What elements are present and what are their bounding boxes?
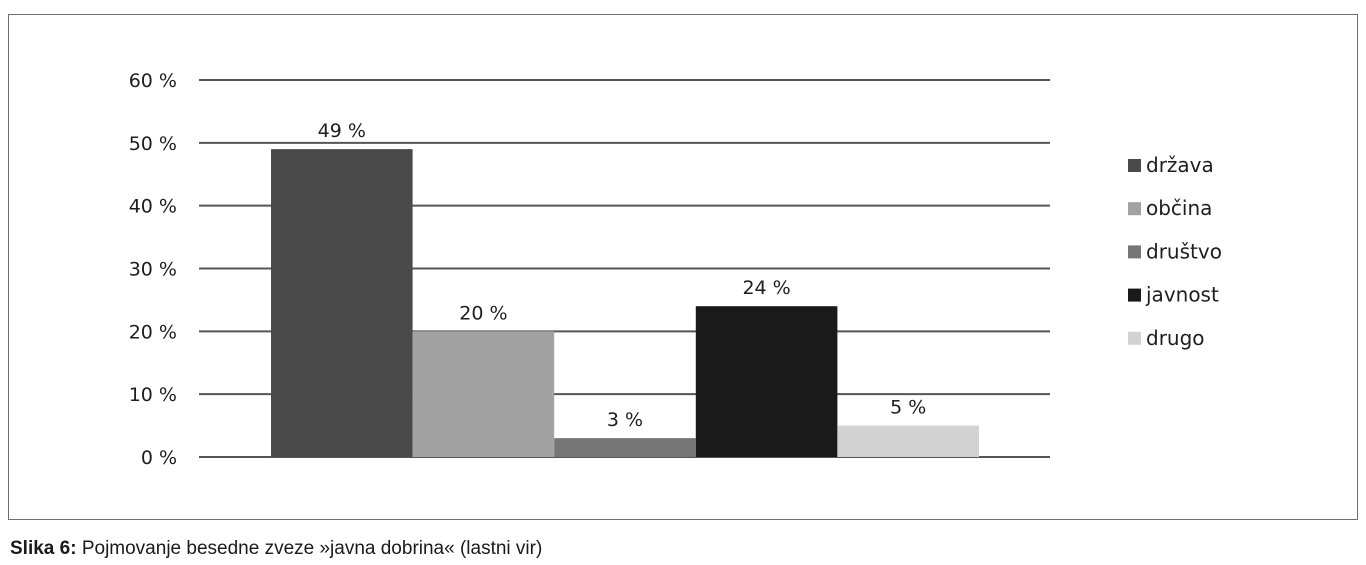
bar-1 <box>412 331 555 457</box>
y-tick-label: 10 % <box>129 384 177 406</box>
legend-swatch <box>1128 245 1141 259</box>
y-axis-tick-labels: 0 % 10 % 20 % 30 % 40 % 50 % 60 % <box>129 70 177 469</box>
legend: država občina društvo javnost drugo <box>1128 153 1222 350</box>
data-label: 20 % <box>459 302 507 324</box>
y-tick-label: 50 % <box>129 133 177 155</box>
bar-4 <box>837 425 979 457</box>
data-label: 5 % <box>890 397 926 419</box>
legend-label: drugo <box>1146 326 1205 350</box>
legend-swatch <box>1128 159 1141 172</box>
y-tick-label: 30 % <box>129 259 177 281</box>
bar-chart: 0 % 10 % 20 % 30 % 40 % 50 % 60 % 49 % 20 % 3 % 2… <box>129 70 1222 469</box>
data-labels: 49 % 20 % 3 % 24 % 5 % <box>318 120 927 431</box>
bar-2 <box>554 438 696 457</box>
legend-label: društvo <box>1146 239 1222 263</box>
bar-3 <box>695 306 838 457</box>
legend-label: občina <box>1146 196 1212 220</box>
bar-0 <box>271 149 413 457</box>
legend-swatch <box>1128 288 1141 302</box>
data-label: 49 % <box>318 120 366 142</box>
caption-label: Slika 6: <box>10 538 77 559</box>
y-tick-label: 40 % <box>129 196 177 218</box>
data-label: 24 % <box>742 277 790 299</box>
bars <box>271 149 979 457</box>
legend-label: javnost <box>1145 283 1219 307</box>
caption-text: Pojmovanje besedne zveze »javna dobrina«… <box>81 538 543 559</box>
legend-swatch <box>1128 331 1141 345</box>
legend-swatch <box>1128 202 1141 216</box>
y-tick-label: 0 % <box>141 447 177 469</box>
y-tick-label: 60 % <box>129 70 177 92</box>
figure-caption: Slika 6: Pojmovanje besedne zveze »javna… <box>10 538 542 560</box>
data-label: 3 % <box>607 409 643 431</box>
chart-frame <box>8 14 1358 520</box>
y-tick-label: 20 % <box>129 321 177 343</box>
legend-label: država <box>1146 153 1214 177</box>
